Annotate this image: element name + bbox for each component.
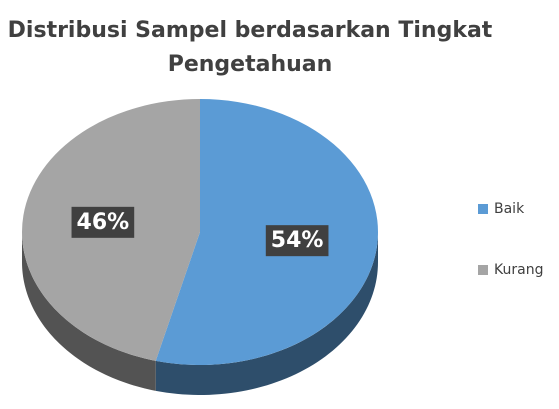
legend-label: Baik: [494, 201, 525, 217]
legend-swatch: [478, 265, 488, 275]
chart-title: Distribusi Sampel berdasarkan Tingkat Pe…: [7, 18, 493, 77]
data-label: 46%: [77, 210, 130, 235]
data-label-bg: [71, 206, 135, 238]
pie-slice-side: [22, 232, 156, 391]
pie-slice-side: [155, 232, 378, 395]
legend-swatch: [478, 204, 488, 214]
data-label: 54%: [271, 228, 324, 253]
data-label-bg: [265, 225, 329, 257]
legend-label: Kurang: [494, 262, 543, 278]
